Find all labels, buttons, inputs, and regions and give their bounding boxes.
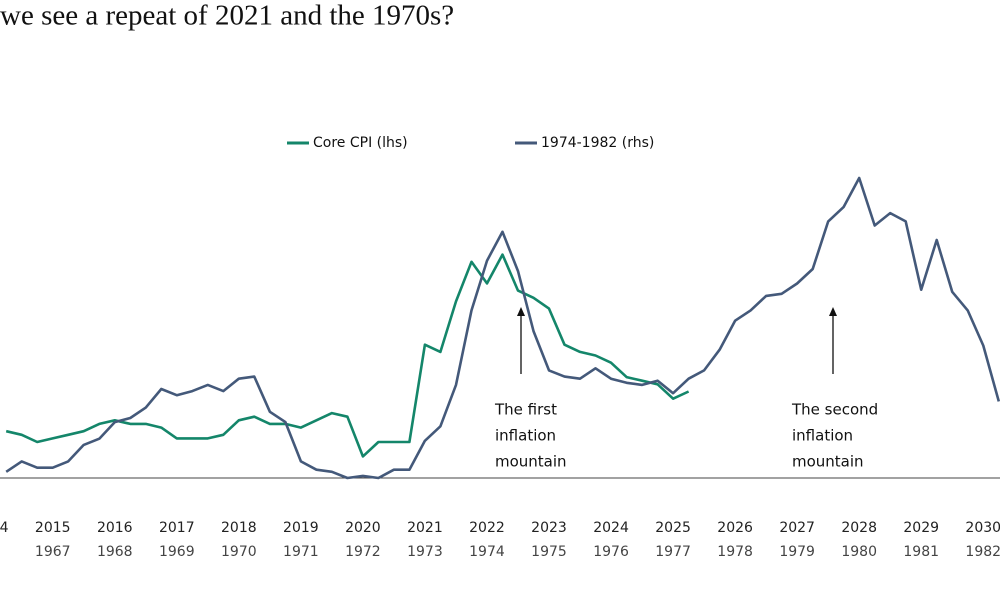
chart-title: we see a repeat of 2021 and the 1970s?	[0, 0, 454, 32]
x2-tick-label: 1969	[159, 544, 195, 560]
x-tick-label: 2026	[717, 520, 753, 536]
x2-tick-label: 1973	[407, 544, 443, 560]
x2-tick-label: 1978	[717, 544, 753, 560]
x2-tick-label: 1975	[531, 544, 567, 560]
x-tick-label: 2020	[345, 520, 381, 536]
x2-tick-label: 1982	[965, 544, 1000, 560]
annotation-text: The second	[791, 401, 878, 419]
x2-tick-label: 1972	[345, 544, 381, 560]
annotation-text: inflation	[792, 427, 853, 445]
x-tick-label: 2029	[903, 520, 939, 536]
x2-tick-label: 1970	[221, 544, 257, 560]
annotation-text: mountain	[495, 453, 567, 471]
arrow-head	[829, 307, 837, 316]
arrow-head	[517, 307, 525, 316]
x-tick-label: 2016	[97, 520, 133, 536]
x2-tick-label: 1974	[469, 544, 505, 560]
x-tick-label: 2019	[283, 520, 319, 536]
x-tick-label: 2015	[35, 520, 71, 536]
x2-tick-label: 1976	[593, 544, 629, 560]
x-tick-label: 2024	[593, 520, 629, 536]
x-tick-label: 2025	[655, 520, 691, 536]
legend-label: 1974-1982 (rhs)	[541, 135, 654, 151]
x2-tick-label: 1980	[841, 544, 877, 560]
legend-label: Core CPI (lhs)	[313, 135, 408, 151]
x-tick-label: 2027	[779, 520, 815, 536]
x2-tick-label: 1967	[35, 544, 71, 560]
x-tick-label: 2022	[469, 520, 505, 536]
x-tick-label: 2028	[841, 520, 877, 536]
x-tick-label: 2021	[407, 520, 443, 536]
x-tick-label: 2023	[531, 520, 567, 536]
x-tick-label: 2018	[221, 520, 257, 536]
x-tick-label: 2030	[965, 520, 1000, 536]
x2-tick-label: 1979	[779, 544, 815, 560]
x2-tick-label: 1981	[903, 544, 939, 560]
x2-tick-label: 1968	[97, 544, 133, 560]
annotation-text: mountain	[792, 453, 864, 471]
annotation-text: inflation	[495, 427, 556, 445]
x2-tick-label: 1971	[283, 544, 319, 560]
series-line	[5, 253, 690, 458]
series-line	[5, 176, 1000, 480]
x-tick-label: 2014	[0, 520, 9, 536]
x-tick-label: 2017	[159, 520, 195, 536]
x2-tick-label: 1977	[655, 544, 691, 560]
annotation-text: The first	[494, 401, 557, 419]
